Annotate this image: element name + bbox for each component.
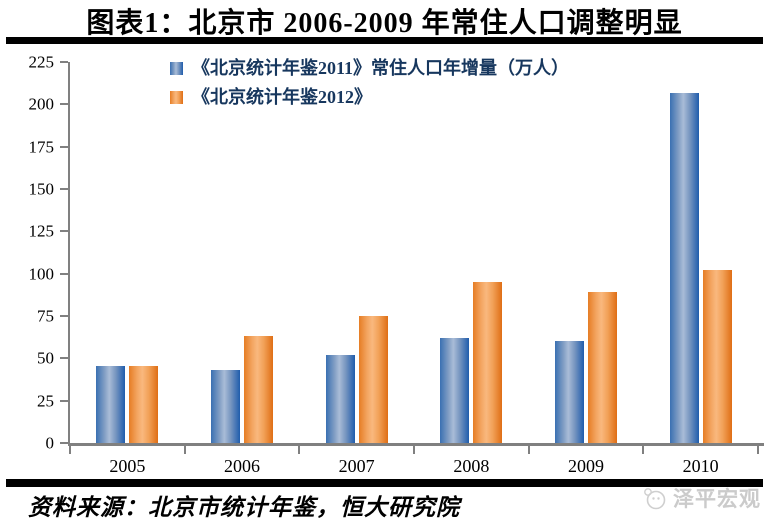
x-axis-label: 2006 <box>224 456 260 476</box>
bar-orange-2006 <box>244 336 273 443</box>
bar-group-2010 <box>643 62 758 443</box>
bar-blue-2010 <box>669 92 699 443</box>
legend-label-2011: 《北京统计年鉴2011》常住人口年增量（万人） <box>192 58 570 78</box>
y-tick-label: 0 <box>45 433 55 453</box>
y-tick-label: 25 <box>37 391 54 411</box>
bar-group-2007 <box>299 62 414 443</box>
bar-group-2009 <box>529 62 644 443</box>
legend-item-2011: 《北京统计年鉴2011》常住人口年增量（万人） <box>170 57 569 79</box>
bar-groups <box>70 62 758 443</box>
x-axis-label: 2010 <box>682 456 719 476</box>
bar-blue-2009 <box>555 341 585 443</box>
bar-group-2008 <box>414 62 529 443</box>
bar-orange-2010 <box>702 270 732 443</box>
bar-blue-2008 <box>440 338 470 443</box>
y-tick-label: 200 <box>28 94 55 114</box>
bar-group-2006 <box>185 62 300 443</box>
x-axis-label: 2007 <box>338 456 375 476</box>
y-tick-label: 50 <box>37 348 54 368</box>
brand-watermark: 泽平宏观 <box>642 483 761 513</box>
x-tick <box>757 446 759 454</box>
brand-name: 泽平宏观 <box>673 487 761 511</box>
y-tick <box>60 145 68 148</box>
y-tick <box>60 272 68 275</box>
y-tick <box>60 357 68 360</box>
chart-title: 图表1：北京市 2006-2009 年常住人口调整明显 <box>86 8 683 39</box>
y-tick-label: 100 <box>28 264 55 284</box>
bar-orange-2007 <box>358 316 388 443</box>
x-tick <box>527 446 530 454</box>
plot-area: 0 25 50 75 100 125 150 175 200 225 2005 2006 2007 200… <box>29 54 764 476</box>
brand-logo-icon <box>642 485 668 511</box>
y-tick-label: 125 <box>28 221 55 241</box>
y-tick-label: 175 <box>28 137 55 157</box>
legend-swatch-2011-icon <box>170 61 183 75</box>
x-tick <box>183 446 186 454</box>
legend-label-2012: 《北京统计年鉴2012》 <box>192 87 372 107</box>
y-tick-label: 150 <box>28 179 55 199</box>
bar-group-2005 <box>70 62 185 443</box>
x-tick <box>413 446 415 454</box>
legend-swatch-2012-icon <box>170 90 183 104</box>
bar-orange-2008 <box>473 282 503 443</box>
y-tick <box>60 315 68 317</box>
x-axis-label: 2008 <box>453 456 490 476</box>
y-tick <box>60 399 68 402</box>
bar-orange-2009 <box>588 292 618 443</box>
y-tick <box>60 230 68 233</box>
y-tick <box>60 442 68 444</box>
y-tick-label: 75 <box>37 306 54 326</box>
bar-blue-2006 <box>211 370 240 443</box>
legend-item-2012: 《北京统计年鉴2012》 <box>170 86 569 108</box>
y-tick <box>60 188 68 190</box>
x-axis-label: 2009 <box>568 456 604 476</box>
x-tick <box>298 446 301 454</box>
bar-blue-2007 <box>325 354 355 443</box>
source-note: 资料来源：北京市统计年鉴，恒大研究院 <box>28 495 460 520</box>
y-tick <box>60 103 68 106</box>
y-axis-line <box>68 62 70 446</box>
bar-blue-2005 <box>96 366 126 443</box>
x-axis-line <box>68 443 764 446</box>
y-tick <box>60 61 68 63</box>
x-axis-label: 2005 <box>109 456 146 476</box>
footer-divider <box>6 479 763 487</box>
bar-orange-2005 <box>129 366 159 443</box>
x-tick <box>69 446 71 454</box>
legend: 《北京统计年鉴2011》常住人口年增量（万人） 《北京统计年鉴2012》 <box>170 57 569 115</box>
x-tick <box>642 446 645 454</box>
y-tick-label: 225 <box>28 52 55 72</box>
title-divider <box>6 37 763 44</box>
